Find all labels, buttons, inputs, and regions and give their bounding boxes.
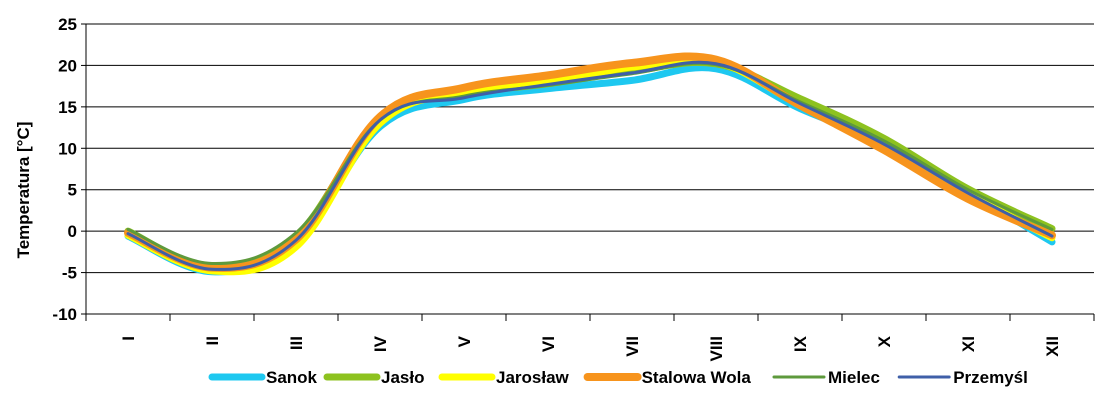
legend-label: Przemyśl: [953, 368, 1028, 387]
x-tick-label: VI: [539, 336, 558, 352]
y-tick-label: 10: [58, 139, 77, 158]
legend-label: Jarosław: [496, 368, 570, 387]
series-line-6: [126, 60, 1054, 271]
y-tick-label: 5: [68, 181, 77, 200]
x-tick-label: VIII: [707, 336, 726, 362]
x-tick-label: I: [119, 336, 138, 341]
x-tick-label: V: [455, 335, 474, 347]
y-tick-label: -5: [62, 264, 77, 283]
legend-label: Jasło: [381, 368, 424, 387]
y-tick-label: 15: [58, 98, 77, 117]
x-tick-label: III: [287, 336, 306, 350]
legend: Sanok Jasło Jarosław Stalowa Wola Mielec Prze…: [208, 368, 1028, 387]
series: [124, 52, 1056, 276]
legend-label: Sanok: [266, 368, 318, 387]
x-tick-label: VII: [623, 336, 642, 357]
x-tick-label: IV: [371, 335, 390, 352]
y-tick-label: -10: [52, 305, 77, 324]
y-axis-label: Temperatura [°C]: [14, 122, 33, 259]
x-tick-label: II: [203, 336, 222, 345]
legend-label: Mielec: [828, 368, 880, 387]
legend-label: Stalowa Wola: [642, 368, 752, 387]
y-tick-label: 25: [58, 15, 77, 34]
y-tick-label: 20: [58, 56, 77, 75]
y-tick-label: 0: [68, 222, 77, 241]
x-tick-label: IX: [791, 335, 810, 352]
x-tick-label: XI: [959, 336, 978, 352]
x-tick-label: X: [875, 335, 894, 347]
x-tick-label: XII: [1043, 336, 1062, 357]
